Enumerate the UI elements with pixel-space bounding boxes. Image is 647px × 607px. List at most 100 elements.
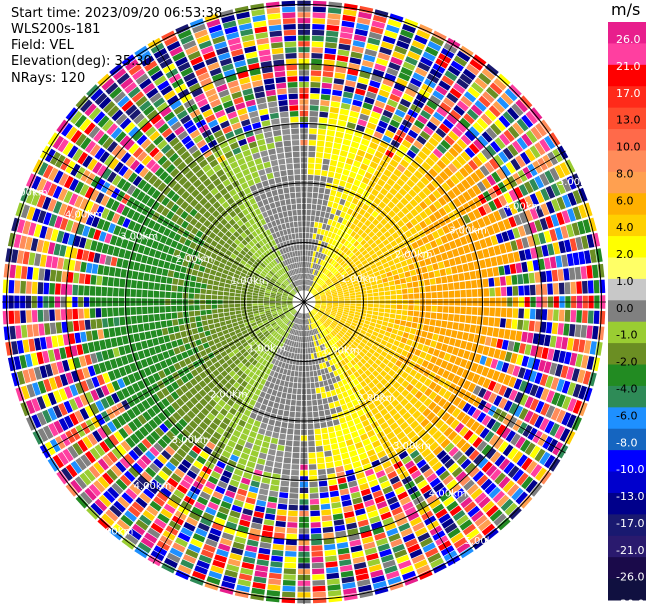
range-gate [512, 122, 524, 135]
range-gate [369, 515, 381, 524]
range-gate [342, 326, 348, 332]
range-gate [369, 435, 378, 443]
range-gate [336, 229, 343, 236]
range-gate [516, 137, 528, 150]
range-gate [398, 342, 406, 349]
range-gate [223, 291, 230, 296]
range-gate [410, 174, 419, 184]
range-gate [456, 411, 466, 422]
range-gate [403, 344, 411, 352]
range-gate [359, 256, 366, 263]
range-gate [349, 450, 358, 458]
range-gate [322, 164, 329, 171]
range-gate [377, 283, 384, 288]
range-gate [445, 232, 454, 242]
range-gate [258, 452, 267, 460]
range-gate [375, 537, 389, 547]
range-gate [267, 496, 278, 503]
range-gate [338, 553, 351, 561]
range-gate [450, 419, 460, 430]
range-gate [235, 310, 242, 315]
range-gate [566, 414, 577, 429]
range-gate [291, 470, 299, 476]
range-gate [385, 255, 393, 262]
range-gate [312, 6, 326, 13]
range-gate [578, 339, 586, 353]
range-gate [240, 303, 247, 307]
range-gate [306, 377, 310, 383]
range-gate [14, 280, 21, 294]
range-gate [481, 366, 490, 377]
range-gate [307, 324, 310, 331]
range-gate [530, 247, 538, 259]
range-gate [37, 309, 44, 322]
range-gate [387, 322, 394, 328]
range-gate [426, 473, 438, 483]
range-gate [396, 431, 406, 440]
range-gate [501, 254, 509, 265]
range-gate [417, 166, 427, 176]
range-gate [313, 245, 318, 252]
range-gate [492, 266, 500, 277]
range-gate [336, 325, 342, 330]
range-gate [331, 377, 337, 384]
range-gate [341, 576, 355, 584]
range-gate [96, 318, 103, 329]
range-gate [534, 415, 545, 429]
range-gate [348, 313, 355, 317]
range-gate [417, 61, 431, 72]
range-gate [404, 460, 415, 470]
range-gate [220, 321, 226, 327]
range-gate [539, 119, 552, 134]
range-gate [340, 359, 347, 366]
range-gate [569, 324, 576, 337]
range-gate [353, 357, 360, 364]
range-gate [341, 328, 347, 334]
range-gate [367, 270, 374, 276]
range-gate [310, 76, 321, 82]
range-gate [414, 439, 424, 449]
range-gate [300, 348, 303, 354]
range-gate [462, 191, 472, 202]
range-gate [472, 156, 483, 167]
range-gate [503, 400, 513, 412]
range-gate [315, 334, 320, 340]
range-gate [307, 169, 314, 175]
range-gate [39, 254, 47, 267]
range-gate [166, 277, 173, 284]
range-gate [476, 440, 488, 452]
range-gate [410, 387, 419, 396]
range-gate [420, 418, 430, 428]
range-gate [423, 468, 434, 479]
range-gate [580, 325, 587, 338]
range-gate [352, 40, 366, 48]
range-gate [352, 497, 363, 505]
range-gate [538, 232, 546, 245]
range-gate [372, 378, 380, 386]
range-gate [358, 281, 365, 286]
range-gate [438, 398, 447, 408]
range-gate [312, 233, 317, 240]
range-gate [371, 315, 378, 320]
range-gate [435, 277, 442, 284]
range-gate [448, 201, 457, 211]
range-gate [357, 253, 364, 260]
range-gate [479, 335, 486, 345]
range-gate [443, 353, 451, 362]
range-gate [432, 30, 447, 42]
range-gate [73, 272, 80, 284]
range-gate [387, 235, 395, 243]
range-gate [392, 205, 401, 214]
range-gate [482, 278, 489, 288]
range-gate [398, 72, 411, 82]
range-gate [460, 497, 473, 509]
range-gate [329, 159, 338, 167]
range-gate [289, 376, 294, 382]
range-gate [346, 522, 358, 530]
range-gate [390, 56, 403, 66]
range-gate [461, 369, 470, 379]
range-gate [448, 446, 459, 457]
range-gate [564, 351, 572, 365]
range-gate [523, 181, 534, 194]
range-gate [324, 544, 336, 551]
